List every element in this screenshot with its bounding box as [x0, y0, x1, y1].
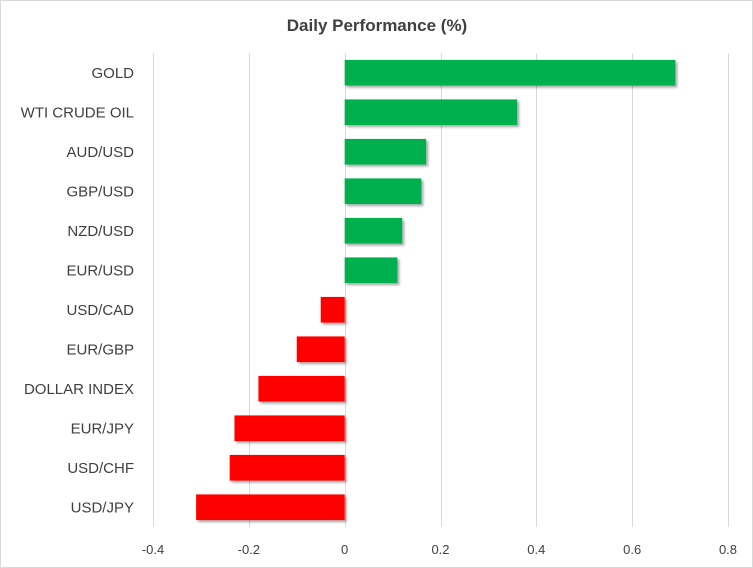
value-axis: -0.4 -0.2 0 0.2 0.4 0.6 0.8: [142, 542, 737, 557]
grid-layer: [153, 53, 729, 527]
category-axis: GOLD WTI CRUDE OIL AUD/USD GBP/USD NZD/USD EU…: [21, 65, 135, 517]
bar-aud-usd: [344, 138, 427, 165]
bar-eur-jpy: [234, 415, 345, 442]
x-tick-label: 0.6: [623, 542, 641, 557]
x-tick-label: -0.4: [142, 542, 164, 557]
bar-gbp-usd: [344, 178, 422, 205]
x-tick-label: 0.8: [719, 542, 737, 557]
category-label: GOLD: [91, 65, 134, 82]
bar-usd-chf: [229, 454, 345, 481]
x-tick-label: 0: [341, 542, 348, 557]
category-label: DOLLAR INDEX: [24, 381, 134, 398]
chart-title: Daily Performance (%): [287, 16, 467, 35]
bar-dollar-index: [258, 375, 345, 402]
bar-layer: [196, 59, 676, 521]
category-label: GBP/USD: [66, 183, 134, 200]
category-label: AUD/USD: [66, 144, 134, 161]
bar-usd-jpy: [196, 494, 345, 521]
category-label: EUR/GBP: [66, 341, 134, 358]
x-tick-label: -0.2: [238, 542, 260, 557]
category-label: USD/JPY: [71, 499, 134, 516]
category-label: WTI CRUDE OIL: [21, 104, 134, 121]
category-label: EUR/USD: [66, 262, 134, 279]
category-label: USD/CAD: [66, 302, 134, 319]
bar-wti-crude-oil: [344, 99, 518, 126]
bar-usd-cad: [320, 296, 345, 323]
x-tick-label: 0.2: [431, 542, 449, 557]
bar-eur-gbp: [296, 336, 345, 363]
category-label: NZD/USD: [67, 223, 134, 240]
category-label: EUR/JPY: [71, 420, 134, 437]
category-label: USD/CHF: [67, 460, 134, 477]
bar-eur-usd: [344, 257, 398, 284]
bar-gold: [344, 59, 676, 86]
bar-nzd-usd: [344, 217, 403, 244]
x-tick-label: 0.4: [527, 542, 545, 557]
